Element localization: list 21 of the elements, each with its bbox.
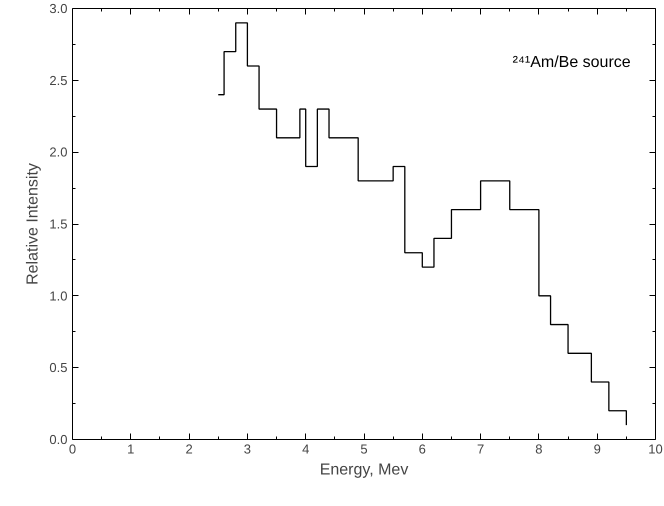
x-tick-label: 8 — [535, 442, 543, 456]
x-tick-label: 4 — [302, 442, 310, 456]
x-tick-label: 3 — [244, 442, 252, 456]
x-tick-label: 9 — [594, 442, 601, 456]
x-tick-label: 6 — [418, 442, 426, 456]
y-tick-label: 2.0 — [49, 144, 68, 160]
x-tick-label: 0 — [68, 442, 76, 456]
y-tick-label: 1.5 — [49, 216, 68, 232]
x-tick-label: 7 — [476, 442, 484, 456]
y-tick-label: 0.0 — [49, 432, 68, 447]
x-tick-label: 2 — [185, 442, 193, 456]
x-axis-title: Energy, Mev — [320, 462, 408, 478]
x-tick-label: 1 — [127, 442, 134, 456]
y-tick-label: 2.5 — [49, 72, 68, 88]
x-tick-label: 10 — [648, 442, 663, 456]
annotation: ²⁴¹Am/Be source — [512, 54, 631, 71]
x-tick-label: 5 — [360, 442, 368, 456]
y-axis-title: Relative Intensity — [24, 163, 42, 285]
y-tick-label: 0.5 — [49, 360, 68, 376]
y-tick-label: 3.0 — [49, 1, 68, 16]
y-tick-label: 1.0 — [49, 288, 68, 304]
